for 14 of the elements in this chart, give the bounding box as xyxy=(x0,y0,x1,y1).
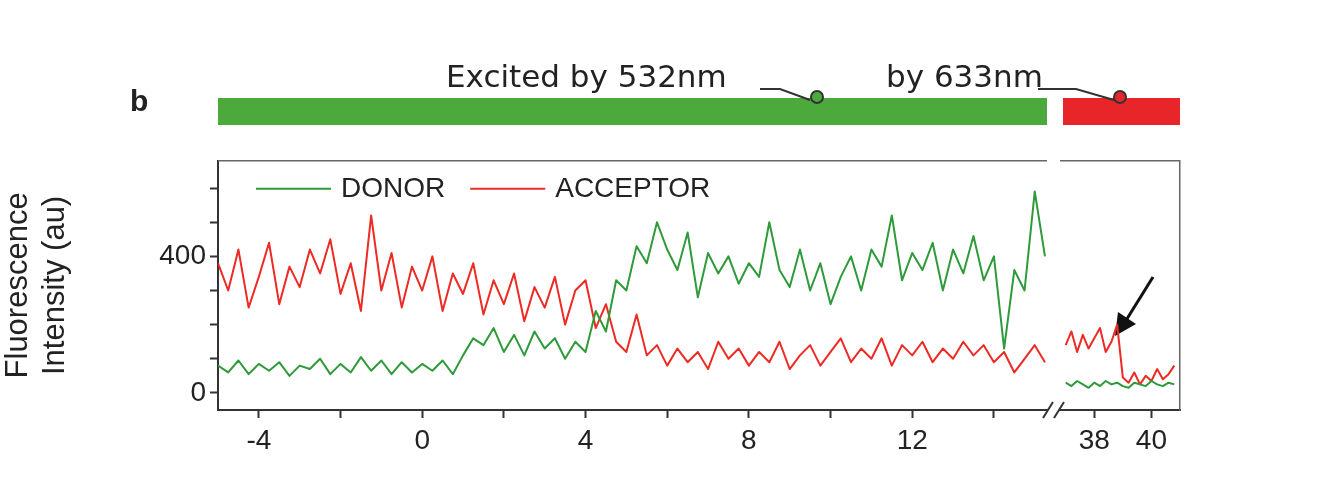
text: Excited by 532nm xyxy=(446,58,727,94)
text: by 633nm xyxy=(886,58,1043,94)
y-axis-title: Fluorescence Intensity (au) xyxy=(0,192,72,379)
x-tick-label: 12 xyxy=(896,423,928,455)
x-tick-label: 4 xyxy=(577,423,594,455)
x-tick-label: 40 xyxy=(1135,423,1168,455)
legend-label: ACCEPTOR xyxy=(555,171,711,203)
x-tick-label: -4 xyxy=(246,423,272,455)
x-tick-label: 8 xyxy=(741,423,757,455)
y-tick-label: 400 xyxy=(159,239,206,271)
text: b xyxy=(130,84,149,118)
x-tick-label: 0 xyxy=(414,423,430,455)
x-tick-label: 38 xyxy=(1078,423,1110,455)
legend-label: DONOR xyxy=(341,171,446,203)
